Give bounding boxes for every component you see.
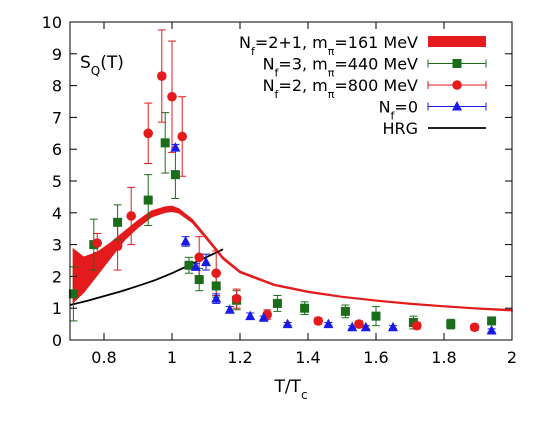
data-point <box>68 289 78 299</box>
legend-marker <box>452 101 462 111</box>
tick-layer <box>70 21 513 341</box>
y-tick-label: 10 <box>42 13 62 32</box>
data-point <box>113 217 123 227</box>
data-point <box>388 321 398 332</box>
data-point <box>194 275 204 285</box>
data-point <box>184 260 194 270</box>
data-point <box>170 142 181 152</box>
data-point <box>211 293 222 303</box>
x-tick-label: 1.6 <box>363 348 388 367</box>
data-point <box>211 268 221 279</box>
data-point <box>201 256 211 267</box>
data-point <box>340 306 350 316</box>
legend-label: Nf=3, mπ=440 MeV <box>263 55 418 80</box>
data-point <box>487 316 497 326</box>
data-point <box>282 318 293 329</box>
data-point <box>126 211 136 221</box>
legend-label: HRG <box>382 119 418 138</box>
data-point <box>300 303 310 313</box>
y-tick-label: 2 <box>52 267 62 286</box>
data-point <box>180 235 191 246</box>
data-point <box>486 324 497 335</box>
data-point <box>272 298 282 308</box>
data-point <box>469 322 480 333</box>
legend-label: Nf=0 <box>379 98 418 123</box>
legend-marker <box>452 59 462 68</box>
data-point <box>194 252 204 263</box>
data-point <box>157 71 167 81</box>
y-tick-label: 8 <box>52 77 62 96</box>
data-point <box>143 128 153 139</box>
data-point <box>112 241 123 251</box>
data-point <box>446 319 456 329</box>
data-point <box>170 170 180 180</box>
y-tick-label: 1 <box>52 299 62 318</box>
data-point <box>258 312 269 322</box>
band-series-0 <box>72 205 513 312</box>
x-tick-label: 0.8 <box>91 348 116 367</box>
y-tick-label: 0 <box>52 331 62 350</box>
data-point <box>190 261 201 271</box>
data-point <box>313 316 324 326</box>
data-point <box>177 131 187 142</box>
marker-layer <box>68 71 497 335</box>
data-point <box>323 318 334 329</box>
x-axis-label: T/Tc <box>273 377 307 402</box>
y-tick-label: 7 <box>52 108 62 127</box>
x-tick-label: 1.8 <box>431 348 456 367</box>
data-point <box>354 319 364 329</box>
x-tick-label: 1 <box>167 348 177 367</box>
data-point <box>245 310 256 321</box>
legend-label: Nf=2, mπ=800 MeV <box>263 76 418 101</box>
data-point <box>360 321 371 332</box>
x-tick-label: 1.2 <box>227 348 252 367</box>
y-tick-label: 9 <box>52 45 62 64</box>
data-point <box>224 304 235 314</box>
data-point <box>412 320 422 331</box>
data-point <box>92 238 102 248</box>
x-tick-label: 1.4 <box>295 348 320 367</box>
data-point <box>347 321 358 332</box>
data-point <box>371 311 381 321</box>
chart-annotation: SQ(T) <box>80 53 124 78</box>
y-tick-label: 3 <box>52 236 62 255</box>
y-tick-label: 6 <box>52 140 62 159</box>
data-point <box>143 195 153 205</box>
label-layer: 0.8 1 1.2 1.4 1.6 1.8 2 0 1 2 3 4 5 6 7 8 9 10 T/Tc SQ(T) <box>42 13 517 402</box>
data-point <box>231 293 242 304</box>
data-point <box>167 91 177 102</box>
legend-marker <box>452 80 462 90</box>
y-tick-label: 5 <box>52 172 62 191</box>
data-point <box>211 281 221 291</box>
band-layer <box>72 205 513 312</box>
x-tick-label: 2 <box>507 348 517 367</box>
data-point <box>160 138 170 148</box>
y-tick-label: 4 <box>52 204 62 223</box>
legend-label: Nf=2+1, mπ=161 MeV <box>239 33 418 58</box>
legend-swatch <box>428 36 486 47</box>
